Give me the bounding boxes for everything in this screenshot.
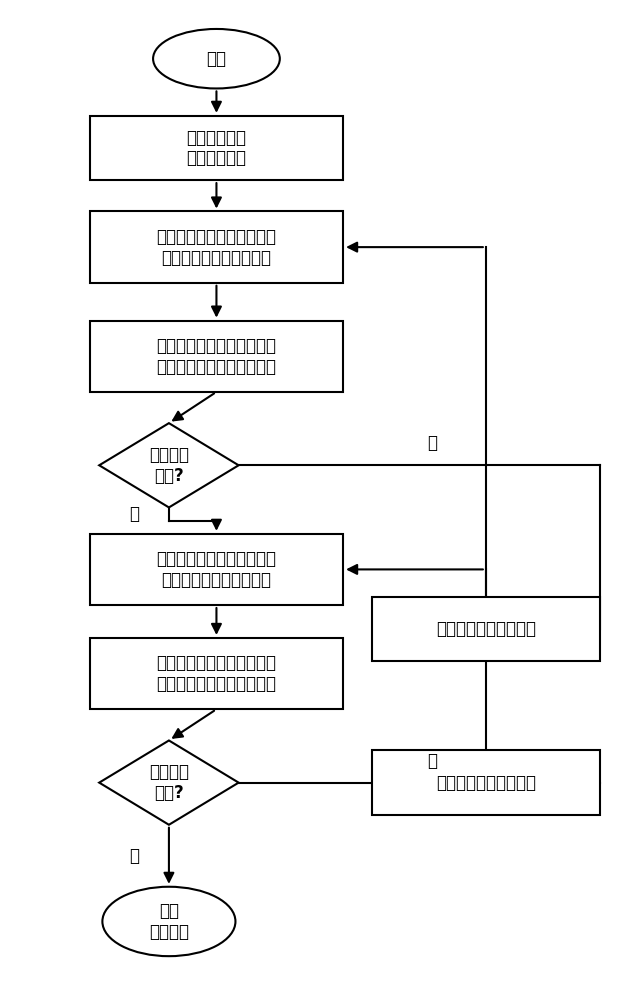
Text: 验证
停止训练: 验证 停止训练 <box>149 902 189 941</box>
FancyBboxPatch shape <box>90 211 343 283</box>
Text: 开始: 开始 <box>207 50 227 68</box>
FancyBboxPatch shape <box>90 638 343 709</box>
Text: 设置输入映射网络结构，调
整权重得到单位映射网络: 设置输入映射网络结构，调 整权重得到单位映射网络 <box>157 550 277 589</box>
Text: 是: 是 <box>129 847 139 865</box>
Text: 用直流数据训练模型，使模
型直流输出与样本数据一致: 用直流数据训练模型，使模 型直流输出与样本数据一致 <box>157 337 277 376</box>
FancyBboxPatch shape <box>372 750 600 815</box>
Text: 否: 否 <box>427 752 437 770</box>
FancyBboxPatch shape <box>90 534 343 605</box>
Text: 调整输入映射网络结构: 调整输入映射网络结构 <box>436 774 536 792</box>
Text: 满足精度
要求?: 满足精度 要求? <box>149 763 189 802</box>
Polygon shape <box>100 423 239 507</box>
Polygon shape <box>100 740 239 825</box>
Text: 确定输入参数
获得样本数据: 确定输入参数 获得样本数据 <box>186 129 247 167</box>
Text: 用交流数据训练模型，使模
型交流输出与样本数据一致: 用交流数据训练模型，使模 型交流输出与样本数据一致 <box>157 654 277 693</box>
Ellipse shape <box>102 887 236 956</box>
Text: 否: 否 <box>427 434 437 452</box>
Text: 设置输出映射网络结构，调
整权重得到单位映射网络: 设置输出映射网络结构，调 整权重得到单位映射网络 <box>157 228 277 267</box>
Ellipse shape <box>153 29 280 88</box>
FancyBboxPatch shape <box>90 321 343 392</box>
Text: 是: 是 <box>129 505 139 523</box>
FancyBboxPatch shape <box>372 597 600 661</box>
Text: 满足精度
要求?: 满足精度 要求? <box>149 446 189 485</box>
Text: 调整输出映射网络结构: 调整输出映射网络结构 <box>436 620 536 638</box>
FancyBboxPatch shape <box>90 116 343 180</box>
